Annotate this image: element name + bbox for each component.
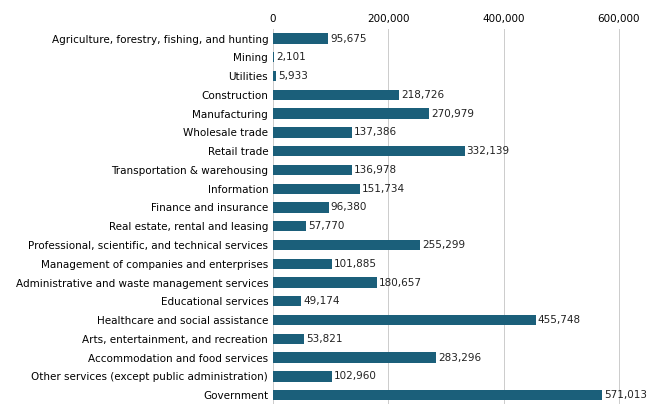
Bar (273, 221, 306, 231)
Text: 137,386: 137,386 (354, 128, 397, 137)
Bar (273, 259, 332, 269)
Text: 180,657: 180,657 (379, 278, 422, 287)
Text: 5,933: 5,933 (278, 71, 308, 81)
Text: 95,675: 95,675 (330, 34, 367, 43)
Bar (273, 146, 465, 156)
Bar (273, 33, 328, 44)
Text: 255,299: 255,299 (422, 240, 465, 250)
Bar (273, 90, 399, 100)
Bar (273, 371, 332, 382)
Bar (273, 315, 536, 325)
Bar (273, 127, 352, 138)
Text: 151,734: 151,734 (362, 184, 406, 193)
Text: 283,296: 283,296 (438, 353, 481, 362)
Bar (273, 296, 302, 306)
Bar (273, 52, 274, 63)
Text: 96,380: 96,380 (330, 203, 367, 212)
Text: 49,174: 49,174 (303, 296, 339, 306)
Text: 53,821: 53,821 (306, 334, 343, 344)
Text: 136,978: 136,978 (354, 165, 397, 175)
Bar (273, 334, 304, 344)
Text: 57,770: 57,770 (308, 221, 344, 231)
Text: 218,726: 218,726 (401, 90, 444, 100)
Bar (273, 71, 276, 81)
Bar (273, 202, 328, 213)
Text: 101,885: 101,885 (333, 259, 376, 269)
Bar (273, 165, 352, 175)
Text: 571,013: 571,013 (604, 390, 647, 400)
Bar (273, 183, 361, 194)
Text: 332,139: 332,139 (466, 146, 510, 156)
Bar (273, 390, 603, 400)
Text: 102,960: 102,960 (334, 372, 377, 381)
Bar (273, 352, 436, 363)
Text: 455,748: 455,748 (538, 315, 580, 325)
Bar (273, 108, 429, 119)
Text: 270,979: 270,979 (431, 109, 474, 118)
Bar (273, 240, 420, 250)
Bar (273, 277, 377, 288)
Text: 2,101: 2,101 (276, 53, 306, 62)
